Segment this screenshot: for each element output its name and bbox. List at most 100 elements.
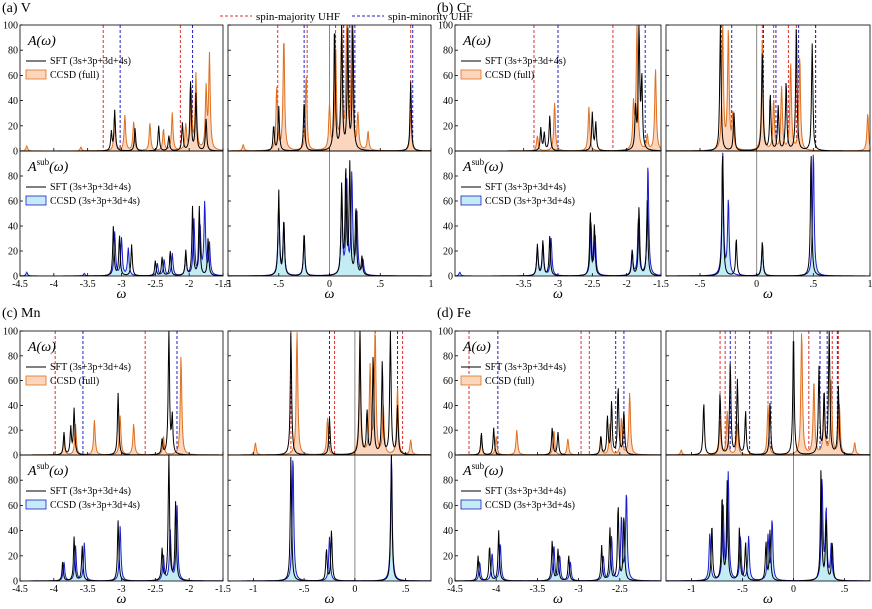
x-tick-label: -3 xyxy=(117,584,125,595)
plot-area xyxy=(228,151,431,276)
subplot-1-left-bot: 0 20 40 60 80 -3.5 -3 -2.5 -2 -1.5 Asub(ω) SFT (3s+… xyxy=(443,150,669,290)
y-label-bottom: Asub(ω) xyxy=(27,461,69,479)
x-axis-label: ω xyxy=(553,287,563,302)
ccsd-fill xyxy=(455,392,661,455)
panel-4: (d) Fe ω ω xyxy=(437,306,773,607)
x-tick-label: -2.5 xyxy=(584,279,600,290)
plot-area xyxy=(228,331,431,455)
subplot-frame xyxy=(665,454,871,582)
x-axis-label: ω xyxy=(117,592,127,607)
subplot-2-right-top xyxy=(227,330,432,456)
legend-ccsd-label: CCSD (3s+3p+3d+4s) xyxy=(50,500,140,511)
x-tick-label: .5 xyxy=(810,279,818,290)
legend-ccsd-swatch xyxy=(25,499,47,510)
subplot-0-right-bot: -1 -.5 0 .5 1 xyxy=(224,150,434,290)
subplot-2-left-top: 0 20 40 60 80 100 A(ω) SFT (3s+3p+3d+4s) CCSD (f… xyxy=(3,327,224,462)
x-tick-label: -2 xyxy=(622,279,630,290)
x-tick-label: -2.5 xyxy=(147,279,163,290)
y-tick-label: 80 xyxy=(443,172,453,183)
ccsd-line xyxy=(20,200,223,276)
x-tick-label: -3.5 xyxy=(80,279,96,290)
x-tick-label: -2.5 xyxy=(147,584,163,595)
legend-sft-label: SFT (3s+3p+3d+4s) xyxy=(485,182,566,193)
legend-ccsd-swatch xyxy=(25,195,47,206)
y-tick-label: 20 xyxy=(8,551,18,562)
ccsd-fill xyxy=(228,455,431,581)
plot-area xyxy=(20,200,223,276)
x-tick-label: -2 xyxy=(185,584,193,595)
legend-ccsd-swatch xyxy=(460,69,482,80)
plot-area xyxy=(455,494,661,581)
y-tick-label: 0 xyxy=(13,272,18,283)
ccsd-fill xyxy=(228,25,431,151)
legend-ccsd-label: CCSD (3s+3p+3d+4s) xyxy=(485,500,575,511)
x-tick-label: -.5 xyxy=(737,584,748,595)
subplot-3-left-top: 0 20 40 60 80 100 A(ω) SFT (3s+3p+3d+4s) CCSD (f… xyxy=(438,327,662,462)
sft-line xyxy=(666,331,870,455)
x-tick-label: -4 xyxy=(492,584,500,595)
subplot-frame xyxy=(454,454,662,582)
ccsd-line xyxy=(455,494,661,581)
y-label-top: A(ω) xyxy=(462,340,491,355)
y-tick-label: 100 xyxy=(3,21,18,32)
y-label-bottom: Asub(ω) xyxy=(462,461,504,479)
legend-sft-label: SFT (3s+3p+3d+4s) xyxy=(485,362,566,373)
y-tick-label: 40 xyxy=(8,96,18,107)
plot-area xyxy=(666,331,870,455)
sft-line xyxy=(666,155,870,276)
y-tick-label: 20 xyxy=(443,551,453,562)
x-tick-label: .5 xyxy=(841,584,849,595)
x-axis-label: ω xyxy=(325,287,335,302)
sft-line xyxy=(20,205,223,276)
y-tick-label: 60 xyxy=(8,197,18,208)
legend-ccsd-swatch xyxy=(25,69,47,80)
x-tick-label: 0 xyxy=(352,584,357,595)
x-tick-label: -1 xyxy=(249,584,257,595)
y-tick-label: 80 xyxy=(443,46,453,57)
y-tick-label: 80 xyxy=(8,476,18,487)
x-tick-label: -4.5 xyxy=(12,584,28,595)
x-axis-label: ω xyxy=(117,287,127,302)
y-tick-label: 40 xyxy=(8,401,18,412)
subplot-2-left-bot: 0 20 40 60 80 -4.5 -4 -3.5 -3 -2.5 -2 -1.5 Asub(ω) SF… xyxy=(8,454,231,595)
subplot-0-left-top: 0 20 40 60 80 100 A(ω) SFT (3s+3p+3d+4s) CCSD (f… xyxy=(3,21,224,158)
y-label-bottom: Asub(ω) xyxy=(27,157,69,175)
legend-sft-label: SFT (3s+3p+3d+4s) xyxy=(50,362,131,373)
x-tick-label: -2.5 xyxy=(612,584,628,595)
panel-title: (d) Fe xyxy=(437,306,471,321)
x-tick-label: -.5 xyxy=(299,584,310,595)
y-label-bottom: Asub(ω) xyxy=(462,157,504,175)
legend-sft-label: SFT (3s+3p+3d+4s) xyxy=(485,56,566,67)
y-tick-label: 40 xyxy=(443,401,453,412)
x-tick-label: .5 xyxy=(377,279,385,290)
y-tick-label: 100 xyxy=(438,327,453,338)
x-tick-label: .5 xyxy=(402,584,410,595)
plot-area xyxy=(455,331,661,455)
y-tick-label: 0 xyxy=(448,272,453,283)
sft-line xyxy=(455,388,661,455)
legend-ccsd-swatch xyxy=(460,195,482,206)
y-tick-label: 60 xyxy=(443,501,453,512)
y-tick-label: 20 xyxy=(443,121,453,132)
x-tick-label: -3 xyxy=(574,584,582,595)
y-tick-label: 0 xyxy=(13,451,18,462)
y-label-top: A(ω) xyxy=(462,34,491,49)
x-tick-label: -4.5 xyxy=(447,584,463,595)
subplot-1-right-bot: -.5 0 .5 1 xyxy=(665,150,872,290)
x-tick-label: -2 xyxy=(185,279,193,290)
x-axis-label: ω xyxy=(325,592,335,607)
x-tick-label: -4 xyxy=(50,279,58,290)
subplot-3-right-top xyxy=(665,330,871,456)
y-label-top: A(ω) xyxy=(27,340,56,355)
panel-2: (b) Cr ω ω xyxy=(437,1,773,302)
ccsd-fill xyxy=(666,25,870,151)
panel-title: (c) Mn xyxy=(2,306,41,321)
ccsd-line xyxy=(666,25,870,151)
subplot-0-right-top xyxy=(227,24,432,152)
legend-ccsd-swatch xyxy=(460,499,482,510)
subplot-frame xyxy=(665,24,871,152)
ccsd-line xyxy=(20,505,223,581)
y-tick-label: 40 xyxy=(443,222,453,233)
y-tick-label: 80 xyxy=(443,476,453,487)
